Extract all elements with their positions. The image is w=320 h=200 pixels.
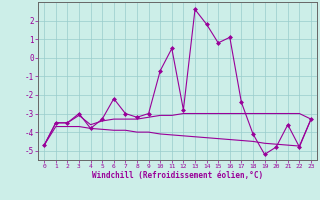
X-axis label: Windchill (Refroidissement éolien,°C): Windchill (Refroidissement éolien,°C) (92, 171, 263, 180)
